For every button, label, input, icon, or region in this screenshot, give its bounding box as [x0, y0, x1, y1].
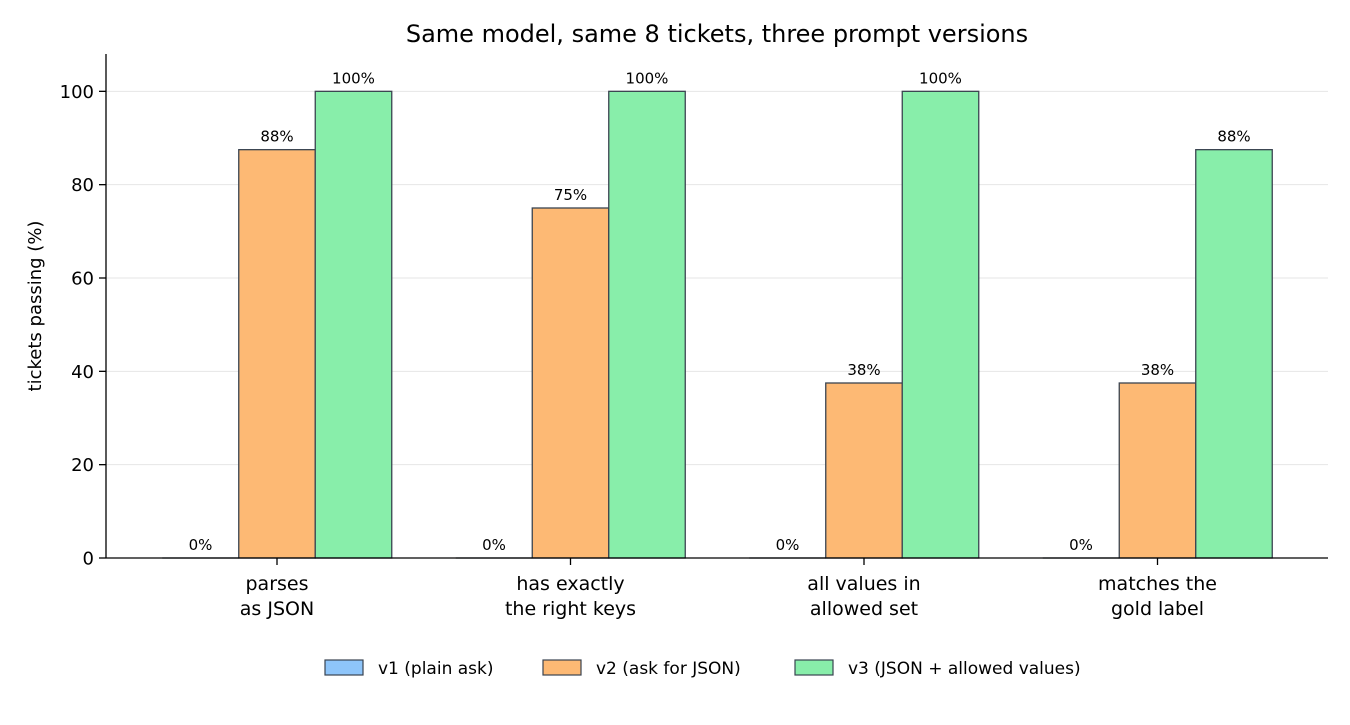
x-tick-label: matches the gold label	[1098, 573, 1217, 620]
data-label: 0%	[776, 536, 800, 554]
legend-swatch	[324, 659, 364, 676]
y-tick-label: 60	[71, 269, 94, 290]
data-label: 75%	[554, 186, 587, 204]
bar	[1195, 149, 1273, 559]
data-label: 0%	[1069, 536, 1093, 554]
axes: 0 20 40 60 80 100 parses as JSON has exactly the …	[60, 54, 1328, 620]
y-tick-label: 20	[71, 455, 94, 476]
data-label: 88%	[260, 128, 293, 146]
y-tick-label: 100	[60, 82, 94, 103]
x-tick-label: all values in allowed set	[807, 573, 920, 620]
x-tick-label: has exactly the right keys	[505, 573, 636, 620]
data-label: 100%	[332, 69, 375, 87]
bar	[531, 207, 610, 559]
data-label: 38%	[847, 361, 880, 379]
data-label: 38%	[1141, 361, 1174, 379]
legend-swatch	[542, 659, 582, 676]
x-tick-label-line: allowed set	[810, 598, 918, 620]
x-tick-label-line: all values in	[807, 573, 920, 595]
y-tick-label: 40	[71, 362, 94, 383]
y-tick-label: 80	[71, 175, 94, 196]
x-tick-label-line: as JSON	[240, 598, 314, 620]
legend-label: v1 (plain ask)	[378, 659, 494, 679]
x-tick-label-line: has exactly	[516, 573, 624, 595]
bar	[608, 90, 686, 559]
legend: v1 (plain ask) v2 (ask for JSON) v3 (JSON …	[324, 659, 1081, 679]
x-tick-label-line: the right keys	[505, 598, 636, 620]
labels: 0% 88% 100% 0% 75% 100% 0% 38% 100% 0% 38% 88%	[189, 69, 1251, 554]
data-label: 0%	[482, 536, 506, 554]
bar	[1118, 382, 1197, 559]
bars	[162, 90, 1273, 559]
data-label: 88%	[1217, 128, 1250, 146]
data-label: 0%	[189, 536, 213, 554]
legend-swatch	[794, 659, 834, 676]
legend-label: v3 (JSON + allowed values)	[848, 659, 1081, 679]
bar	[238, 149, 316, 559]
bar	[825, 382, 903, 559]
bar	[314, 90, 393, 559]
bar	[901, 90, 980, 559]
legend-label: v2 (ask for JSON)	[596, 659, 741, 679]
x-tick-label: parses as JSON	[240, 573, 314, 620]
data-label: 100%	[919, 69, 962, 87]
x-tick-label-line: gold label	[1111, 598, 1204, 620]
x-tick-label-line: matches the	[1098, 573, 1217, 595]
chart-title: Same model, same 8 tickets, three prompt…	[406, 20, 1028, 48]
y-tick-label: 0	[83, 549, 94, 570]
x-tick-label-line: parses	[245, 573, 308, 595]
data-label: 100%	[626, 69, 669, 87]
y-axis-label: tickets passing (%)	[25, 221, 46, 392]
